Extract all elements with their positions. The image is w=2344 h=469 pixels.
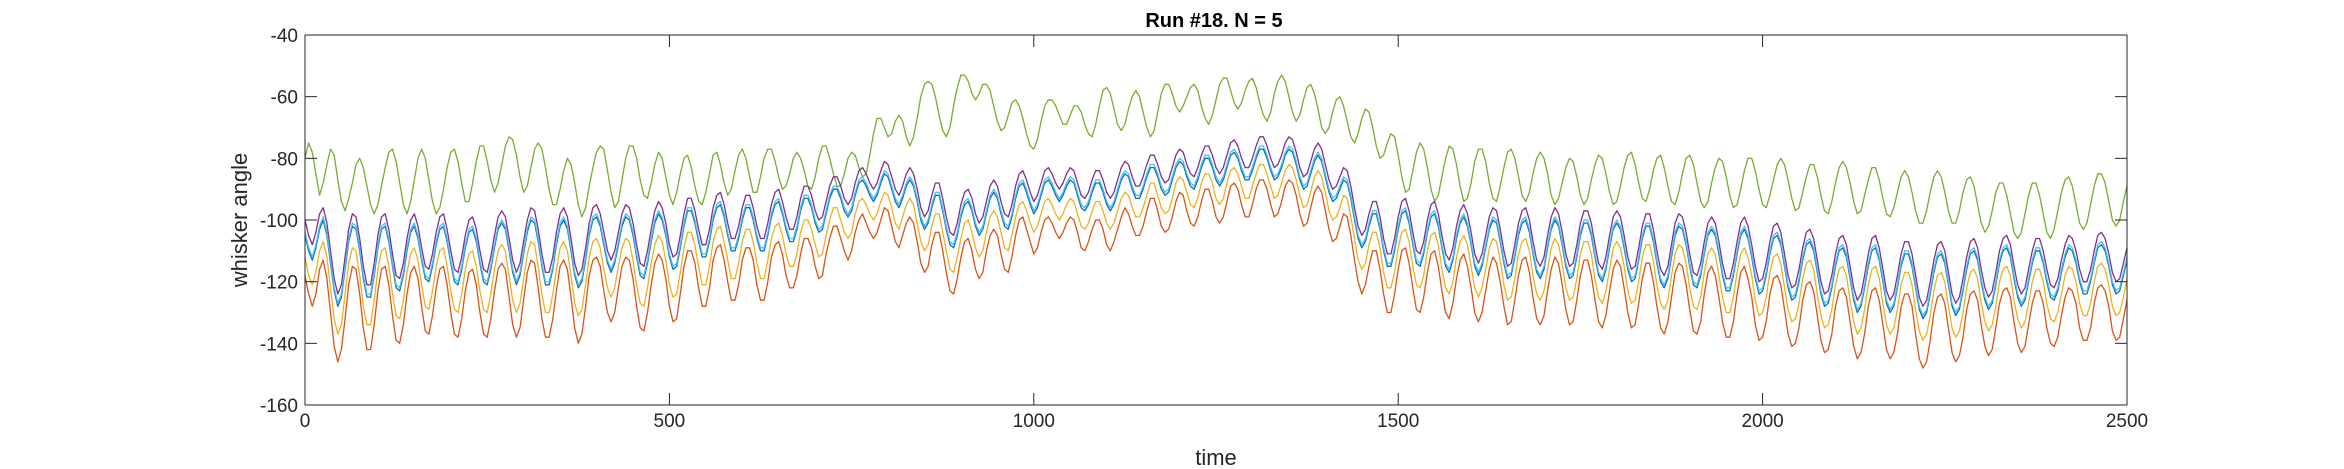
chart-title: Run #18. N = 5 — [1145, 10, 1282, 32]
x-axis-label: time — [1195, 445, 1237, 469]
series-line-4 — [305, 145, 2127, 317]
y-tick-label: -40 — [271, 26, 298, 47]
series-line-2 — [305, 136, 2127, 307]
series-line-6 — [305, 179, 2127, 369]
y-tick-label: -80 — [271, 149, 298, 170]
plot-area — [305, 35, 2127, 405]
y-tick-label: -100 — [260, 211, 298, 232]
ticks-layer: 0 500 1000 1500 2000 2500 -160 -140 -120 -100 -80 -… — [260, 26, 2148, 432]
y-axis-label: whisker angle — [227, 153, 252, 289]
y-tick-label: -120 — [260, 273, 298, 294]
x-tick-label: 1500 — [1377, 411, 1419, 432]
y-tick-label: -160 — [260, 396, 298, 417]
x-tick-label: 1000 — [1013, 411, 1055, 432]
x-tick-label: 0 — [300, 411, 311, 432]
series-layer — [305, 74, 2127, 369]
x-tick-label: 2000 — [1741, 411, 1783, 432]
y-tick-label: -60 — [271, 88, 298, 109]
series-line-1 — [305, 74, 2127, 240]
y-tick-label: -140 — [260, 334, 298, 355]
x-tick-label: 500 — [654, 411, 686, 432]
series-line-5 — [305, 163, 2127, 341]
x-tick-label: 2500 — [2106, 411, 2148, 432]
